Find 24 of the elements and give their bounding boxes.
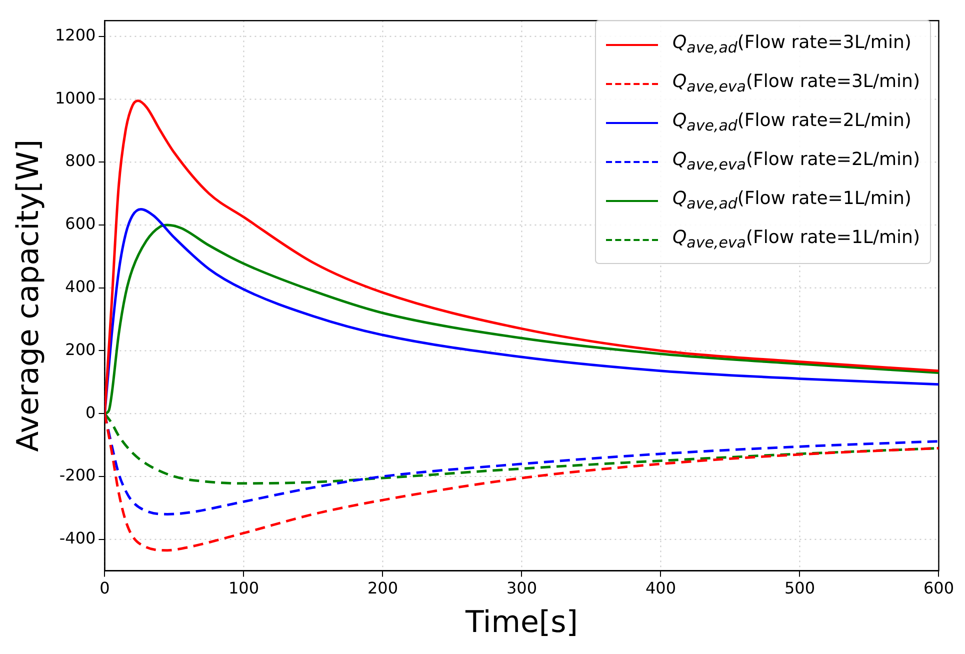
- x-tick-label: 200: [367, 578, 398, 598]
- x-tick-label: 500: [784, 578, 815, 598]
- legend-label: Q$_{ave,eva}$(Flow rate=1L/min): [672, 227, 920, 252]
- y-tick-label: 400: [65, 276, 96, 296]
- x-tick-label: 300: [506, 578, 537, 598]
- x-tick-label: 600: [923, 578, 954, 598]
- y-tick-label: 800: [65, 151, 96, 170]
- x-tick-label: 0: [100, 578, 110, 598]
- x-tick-label: 400: [645, 578, 676, 598]
- y-tick-label: 0: [86, 402, 96, 422]
- y-tick-label: -200: [59, 466, 96, 485]
- x-tick-label: 100: [228, 578, 259, 598]
- y-tick-label: 600: [65, 214, 96, 234]
- legend-label: Q$_{ave,ad}$(Flow rate=3L/min): [672, 32, 912, 57]
- legend-label: Q$_{ave,eva}$(Flow rate=2L/min): [672, 149, 920, 174]
- x-axis-title: Time[s]: [464, 604, 578, 640]
- y-tick-label: 1200: [55, 25, 96, 44]
- legend-label: Q$_{ave,ad}$(Flow rate=2L/min): [672, 110, 912, 135]
- y-tick-label: 1000: [55, 88, 96, 108]
- y-tick-label: 200: [65, 340, 96, 359]
- y-tick-label: -400: [59, 528, 96, 548]
- legend-label: Q$_{ave,eva}$(Flow rate=3L/min): [672, 71, 920, 96]
- legend-label: Q$_{ave,ad}$(Flow rate=1L/min): [672, 188, 912, 213]
- y-axis-title: Average capacity[W]: [10, 139, 46, 452]
